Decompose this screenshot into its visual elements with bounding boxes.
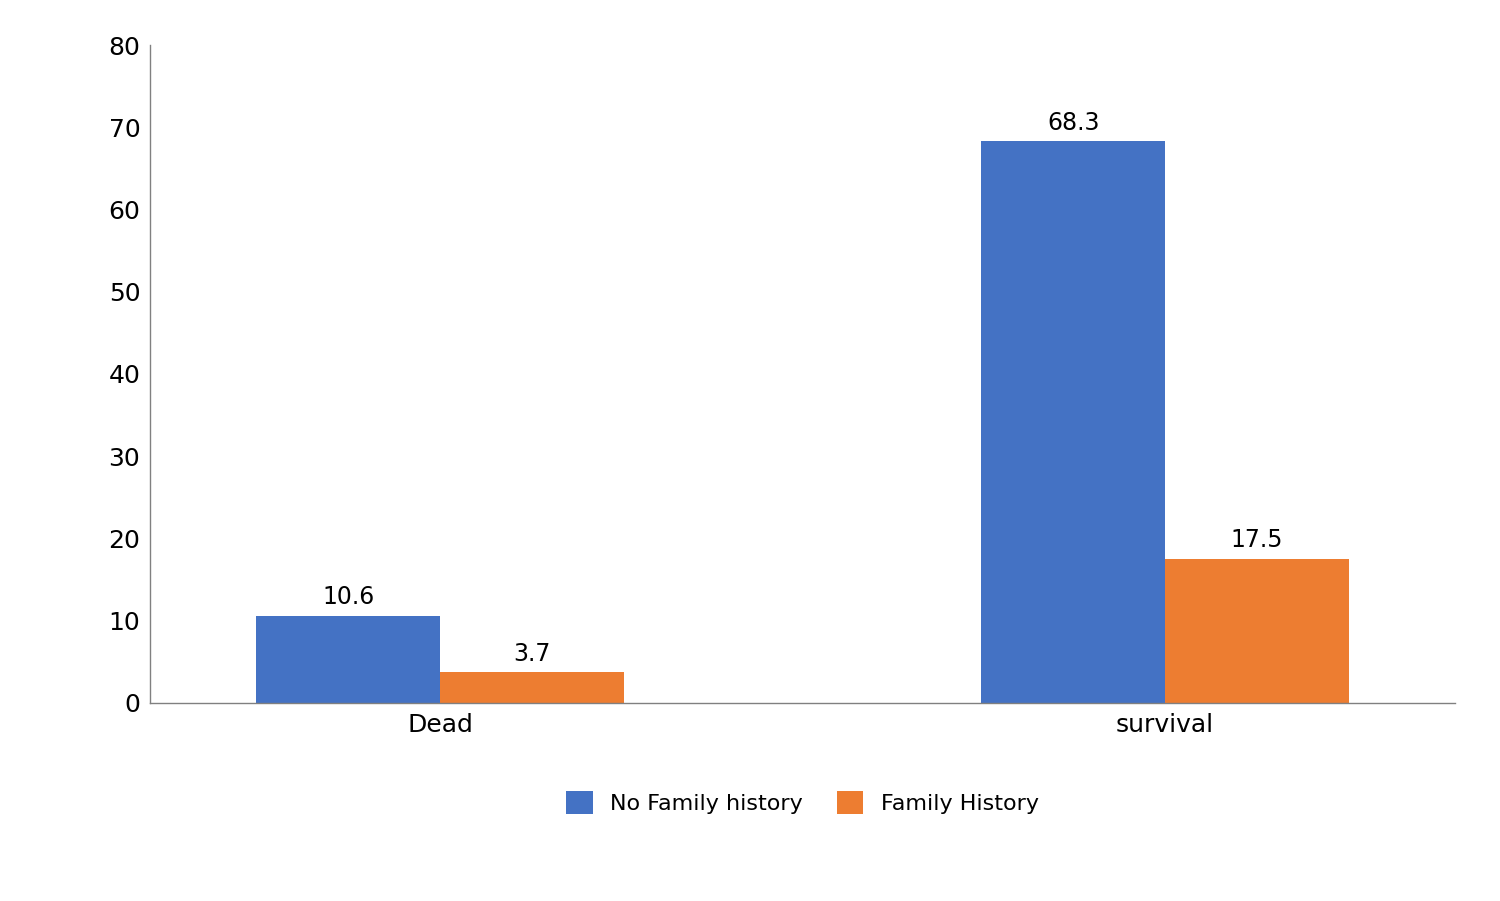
Text: 10.6: 10.6 (322, 585, 375, 609)
Bar (440, 672, 624, 703)
Bar (981, 141, 1166, 703)
Text: 3.7: 3.7 (513, 642, 550, 666)
Text: 68.3: 68.3 (1047, 111, 1100, 134)
Text: 17.5: 17.5 (1230, 528, 1282, 552)
Legend: No Family history, Family History: No Family history, Family History (556, 783, 1048, 824)
Bar (1166, 559, 1348, 703)
Bar (256, 615, 439, 703)
